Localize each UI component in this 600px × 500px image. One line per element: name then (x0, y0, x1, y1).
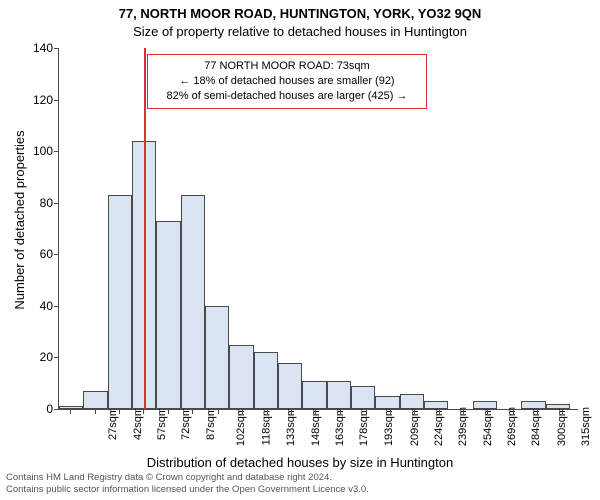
plot-area: 77 NORTH MOOR ROAD: 73sqm ← 18% of detac… (58, 48, 578, 410)
histogram-bar (229, 345, 253, 409)
histogram-bar (59, 406, 83, 409)
y-tick-label: 140 (19, 41, 53, 55)
histogram-bar (400, 394, 424, 409)
footer-line-1: Contains HM Land Registry data © Crown c… (6, 472, 594, 484)
chart-container: 77, NORTH MOOR ROAD, HUNTINGTON, YORK, Y… (0, 0, 600, 500)
annotation-box: 77 NORTH MOOR ROAD: 73sqm ← 18% of detac… (147, 54, 427, 109)
x-tick-label: 284sqm (530, 407, 542, 446)
x-tick-label: 193sqm (383, 407, 395, 446)
x-tick-mark (291, 409, 292, 414)
histogram-bar (254, 352, 278, 409)
x-tick-mark (463, 409, 464, 414)
y-tick-label: 40 (19, 299, 53, 313)
histogram-bar (181, 195, 205, 409)
y-tick-label: 120 (19, 93, 53, 107)
histogram-bar (302, 381, 326, 409)
histogram-bar (205, 306, 229, 409)
histogram-bar (156, 221, 180, 409)
histogram-bar (83, 391, 107, 409)
histogram-bar (278, 363, 302, 409)
x-tick-mark (390, 409, 391, 414)
y-tick-mark (54, 254, 59, 255)
property-marker-line (144, 48, 146, 409)
title-sub: Size of property relative to detached ho… (0, 24, 600, 39)
x-tick-label: 87sqm (205, 407, 217, 440)
x-tick-mark (70, 409, 71, 414)
annotation-line-3: 82% of semi-detached houses are larger (… (156, 89, 418, 104)
y-tick-mark (54, 48, 59, 49)
x-tick-mark (487, 409, 488, 414)
y-tick-mark (54, 357, 59, 358)
x-tick-label: 315sqm (581, 407, 593, 446)
x-tick-label: 269sqm (506, 407, 518, 446)
histogram-bar (108, 195, 132, 409)
annotation-line-1: 77 NORTH MOOR ROAD: 73sqm (156, 59, 418, 74)
y-tick-label: 80 (19, 196, 53, 210)
y-tick-mark (54, 151, 59, 152)
y-tick-mark (54, 203, 59, 204)
x-tick-mark (315, 409, 316, 414)
title-main: 77, NORTH MOOR ROAD, HUNTINGTON, YORK, Y… (0, 6, 600, 21)
x-tick-label: 102sqm (235, 407, 247, 446)
y-tick-label: 0 (19, 402, 53, 416)
x-tick-mark (366, 409, 367, 414)
x-tick-mark (119, 409, 120, 414)
x-tick-mark (414, 409, 415, 414)
histogram-bar (521, 401, 545, 409)
y-tick-label: 100 (19, 144, 53, 158)
x-tick-label: 72sqm (180, 407, 192, 440)
x-tick-label: 27sqm (107, 407, 119, 440)
x-tick-mark (340, 409, 341, 414)
x-tick-mark (267, 409, 268, 414)
footer-attribution: Contains HM Land Registry data © Crown c… (0, 469, 600, 500)
annotation-line-2: ← 18% of detached houses are smaller (92… (156, 74, 418, 89)
x-tick-mark (218, 409, 219, 414)
histogram-bar (351, 386, 375, 409)
x-tick-mark (95, 409, 96, 414)
x-tick-mark (537, 409, 538, 414)
x-tick-mark (192, 409, 193, 414)
x-tick-label: 178sqm (358, 407, 370, 446)
x-tick-mark (562, 409, 563, 414)
x-tick-mark (168, 409, 169, 414)
histogram-bar (424, 401, 448, 409)
y-tick-label: 60 (19, 247, 53, 261)
x-axis-label: Distribution of detached houses by size … (0, 455, 600, 470)
histogram-bar (546, 404, 570, 409)
x-tick-label: 57sqm (156, 407, 168, 440)
histogram-bar (327, 381, 351, 409)
x-tick-mark (439, 409, 440, 414)
y-tick-mark (54, 409, 59, 410)
x-tick-mark (242, 409, 243, 414)
x-tick-mark (143, 409, 144, 414)
y-tick-mark (54, 100, 59, 101)
footer-line-2: Contains public sector information licen… (6, 484, 594, 496)
y-tick-label: 20 (19, 350, 53, 364)
x-tick-mark (513, 409, 514, 414)
histogram-bar (375, 396, 399, 409)
histogram-bar (473, 401, 497, 409)
x-tick-label: 42sqm (132, 407, 144, 440)
y-tick-mark (54, 306, 59, 307)
